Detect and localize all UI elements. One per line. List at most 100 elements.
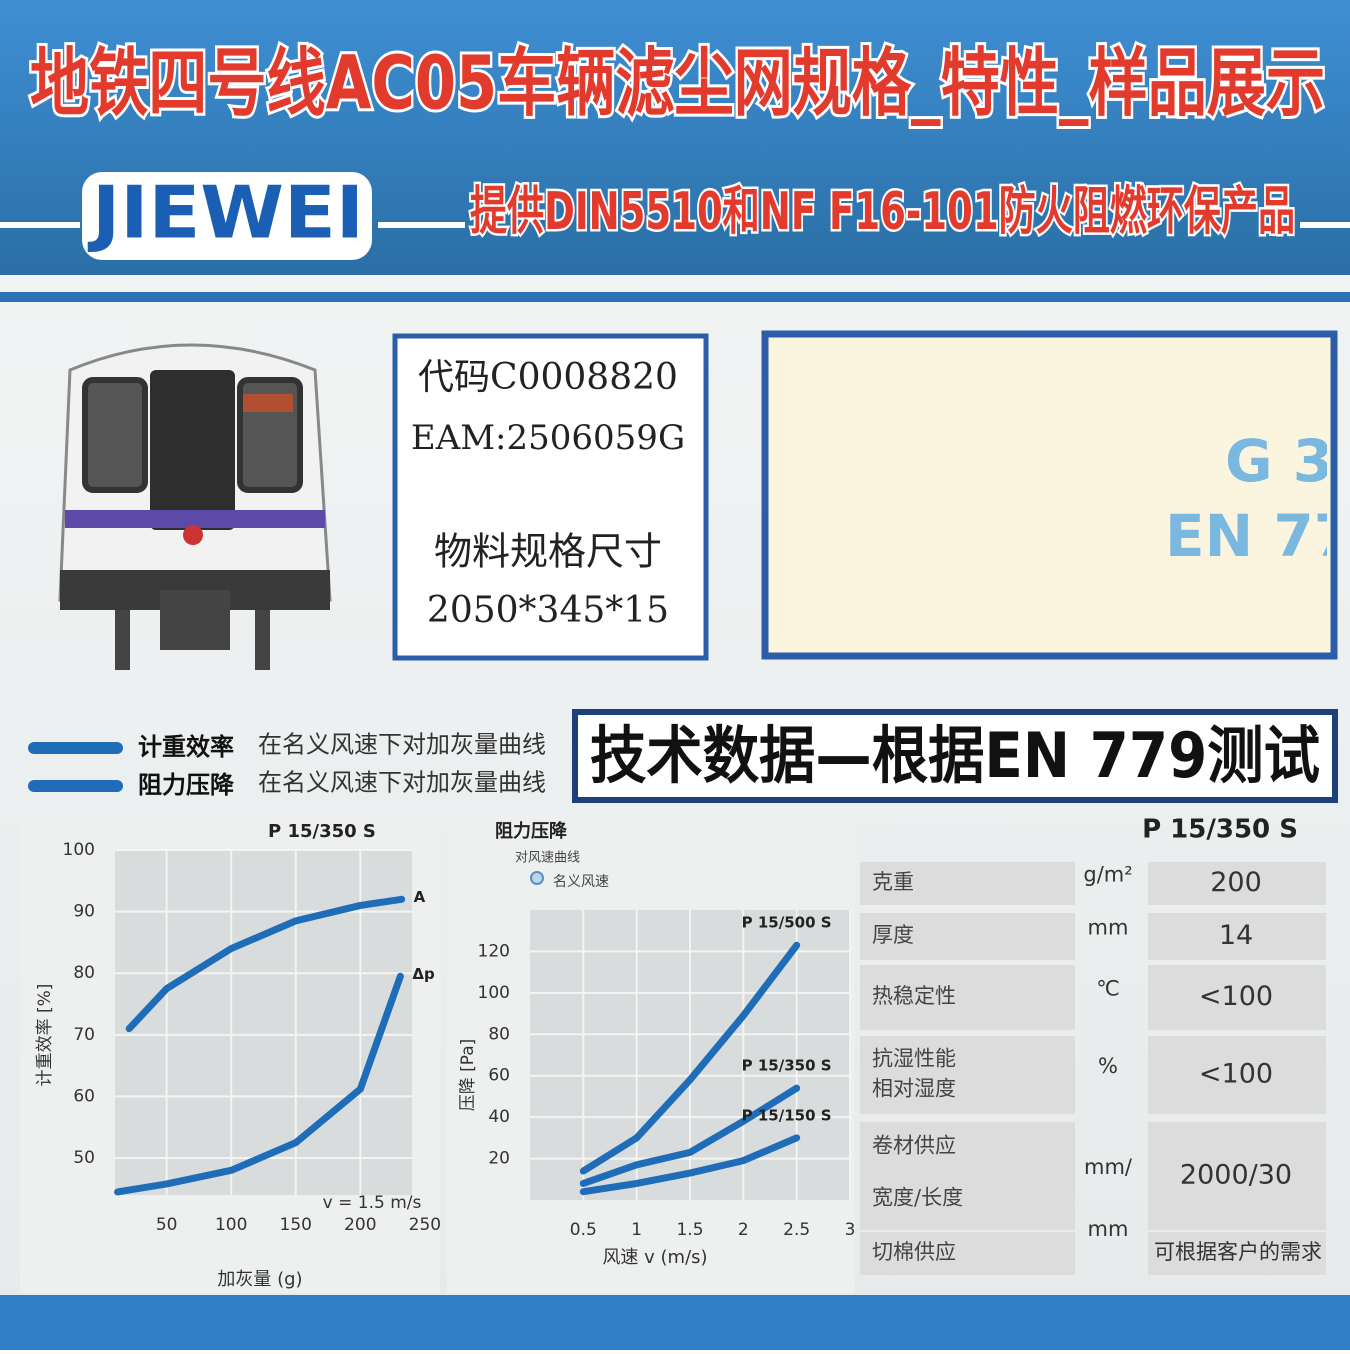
y-tick-label: 60 — [73, 1086, 95, 1106]
series-line — [579, 1084, 801, 1187]
series-label: Δp — [412, 965, 435, 983]
x-tick-label: 200 — [344, 1215, 376, 1235]
tech-title-box — [572, 709, 1338, 803]
subtitle: 提供DIN5510和NF F16-101防火阻燃环保产品 — [470, 182, 1295, 242]
x-axis-label: 加灰量 (g) — [217, 1269, 302, 1290]
marker-key — [530, 871, 544, 885]
x-tick-label: 100 — [215, 1215, 247, 1235]
y-tick-label: 20 — [488, 1149, 510, 1169]
y-tick-label: 40 — [488, 1107, 510, 1127]
row-name-cell — [860, 1232, 1075, 1275]
chart-subtitle: 对风速曲线 — [515, 851, 580, 866]
legend-desc: 在名义风速下对加灰量曲线 — [258, 731, 546, 759]
sample-text: EN 77 — [1165, 502, 1350, 570]
row-value: <100 — [1199, 981, 1273, 1012]
x-tick-label: 250 — [409, 1215, 441, 1235]
x-tick-label: 2.5 — [783, 1220, 810, 1240]
row-value-cell — [1148, 1122, 1326, 1230]
row-name: 热稳定性 — [872, 984, 956, 1008]
row-value-cell — [1148, 965, 1326, 1030]
y-tick-label: 50 — [73, 1148, 95, 1168]
table-model: P 15/350 S — [1142, 815, 1298, 845]
row-value: 200 — [1210, 867, 1262, 898]
row-unit: % — [1098, 1054, 1118, 1078]
row-value-cell — [1148, 862, 1326, 905]
row-value: 14 — [1219, 920, 1253, 951]
row-unit: ℃ — [1096, 977, 1120, 1001]
logo-box — [82, 172, 372, 260]
row-name: 切棉供应 — [872, 1240, 956, 1264]
row-value: 可根据客户的需求 — [1154, 1240, 1322, 1264]
tech-title: 技术数据—根据EN 779测试 — [590, 719, 1320, 792]
series-line — [579, 1134, 801, 1196]
legend-name: 计重效率 — [138, 733, 234, 761]
y-tick-label: 80 — [73, 963, 95, 983]
product-eam: EAM:2506059G — [411, 418, 685, 458]
row-name: 厚度 — [872, 923, 914, 947]
chart-title: 阻力压降 — [495, 820, 568, 842]
x-tick-label: 2 — [738, 1220, 749, 1240]
row-name-cell — [860, 965, 1075, 1030]
y-tick-label: 100 — [478, 983, 510, 1003]
legend — [28, 742, 123, 792]
y-tick-label: 100 — [63, 840, 95, 860]
row-unit: mm — [1088, 916, 1129, 940]
train-illustration — [58, 343, 332, 670]
annotation: v = 1.5 m/s — [323, 1193, 422, 1213]
x-tick-label: 50 — [156, 1215, 178, 1235]
y-tick-label: 60 — [488, 1066, 510, 1086]
row-unit: mm — [1088, 1217, 1129, 1241]
row-value-cell — [1148, 913, 1326, 960]
row-name: 克重 — [872, 870, 914, 894]
title: 地铁四号线AC05车辆滤尘网规格_特性_样品展示 — [30, 41, 1325, 127]
series-label: A — [414, 888, 426, 906]
x-tick-label: 0.5 — [570, 1220, 597, 1240]
sample-text: G 3 — [1225, 427, 1333, 495]
row-value: <100 — [1199, 1059, 1273, 1090]
series-label: P 15/500 S — [742, 914, 832, 932]
divider — [0, 292, 1350, 302]
series-line — [114, 972, 404, 1196]
legend-name: 阻力压降 — [138, 771, 235, 799]
row-unit: mm/ — [1084, 1155, 1133, 1179]
row-name-cell — [860, 1036, 1075, 1114]
y-tick-label: 90 — [73, 902, 95, 922]
marker-label: 名义风速 — [553, 874, 609, 890]
x-axis-label: 风速 v (m/s) — [602, 1247, 707, 1268]
row-value-cell — [1148, 1232, 1326, 1275]
row-unit: g/m² — [1083, 863, 1132, 887]
info-box — [392, 333, 709, 661]
row-name: 相对湿度 — [872, 1077, 956, 1101]
logo: JIEWEI — [87, 171, 364, 255]
y-axis-label: 压降 [Pa] — [458, 1039, 478, 1112]
row-name: 宽度/长度 — [872, 1186, 963, 1210]
footer-band — [0, 1295, 1350, 1350]
row-name: 抗湿性能 — [872, 1047, 956, 1071]
x-tick-label: 3 — [845, 1220, 856, 1240]
y-tick-label: 120 — [478, 941, 510, 961]
row-name-cell — [860, 913, 1075, 960]
size-value: 2050*345*15 — [427, 590, 669, 631]
sample-box — [761, 330, 1338, 660]
size-label: 物料规格尺寸 — [434, 530, 662, 574]
series-label: P 15/350 S — [742, 1057, 832, 1075]
series-line — [125, 895, 406, 1033]
chart-title: P 15/350 S — [268, 821, 376, 842]
series-line — [579, 941, 801, 1175]
y-tick-label: 70 — [73, 1025, 95, 1045]
x-tick-label: 1.5 — [676, 1220, 703, 1240]
row-name-cell — [860, 1122, 1075, 1230]
legend-desc: 在名义风速下对加灰量曲线 — [258, 769, 546, 797]
row-value: 2000/30 — [1180, 1160, 1292, 1191]
y-tick-label: 80 — [488, 1024, 510, 1044]
row-name: 卷材供应 — [872, 1134, 956, 1158]
series-label: P 15/150 S — [742, 1106, 832, 1124]
x-tick-label: 150 — [280, 1215, 312, 1235]
row-name-cell — [860, 862, 1075, 905]
row-value-cell — [1148, 1036, 1326, 1114]
product-code: 代码C0008820 — [418, 357, 678, 398]
y-axis-label: 计重效率 [%] — [35, 984, 55, 1087]
x-tick-label: 1 — [631, 1220, 642, 1240]
